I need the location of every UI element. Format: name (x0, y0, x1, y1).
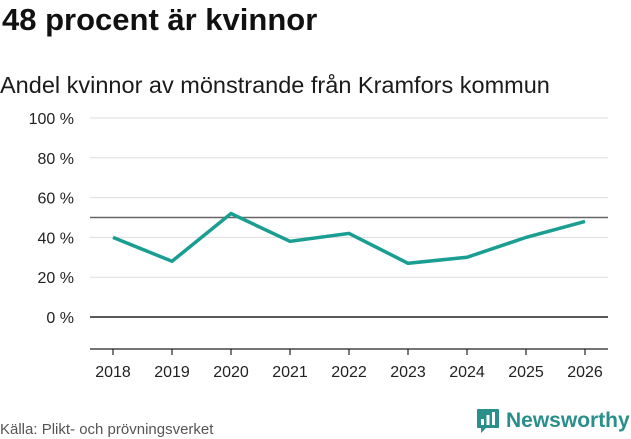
y-tick-label: 40 % (38, 230, 74, 247)
brand-name: Newsworthy (506, 409, 630, 432)
source-note: Källa: Plikt- och prövningsverket (0, 421, 214, 438)
x-tick-label: 2018 (95, 364, 131, 381)
x-tick-label: 2021 (272, 364, 308, 381)
x-tick-label: 2023 (390, 364, 426, 381)
x-tick-label: 2025 (508, 364, 544, 381)
newsworthy-logo-icon (477, 409, 499, 433)
line-chart: 0 % 20 % 40 % 60 % 80 % 100 % 2018 2019 2020 202… (29, 111, 608, 381)
series-line (112, 211, 586, 266)
chart-subtitle: Andel kvinnor av mönstrande från Kramfor… (0, 72, 550, 98)
x-tick-label: 2019 (154, 364, 190, 381)
page-title: 48 procent är kvinnor (2, 2, 318, 37)
y-tick-label: 0 % (46, 310, 74, 327)
x-tick-label: 2024 (449, 364, 485, 381)
y-tick-label: 20 % (38, 270, 74, 287)
y-tick-label: 100 % (29, 111, 74, 128)
series-layer (112, 211, 586, 266)
brand-logo: Newsworthy (476, 408, 630, 434)
y-axis: 0 % 20 % 40 % 60 % 80 % 100 % (29, 111, 74, 327)
y-tick-label: 80 % (38, 151, 74, 168)
y-tick-label: 60 % (38, 191, 74, 208)
x-tick-label: 2020 (213, 364, 249, 381)
x-tick-label: 2022 (331, 364, 367, 381)
x-axis: 2018 2019 2020 2021 2022 2023 2024 2025 2026 (90, 348, 608, 381)
x-tick-label: 2026 (567, 364, 603, 381)
